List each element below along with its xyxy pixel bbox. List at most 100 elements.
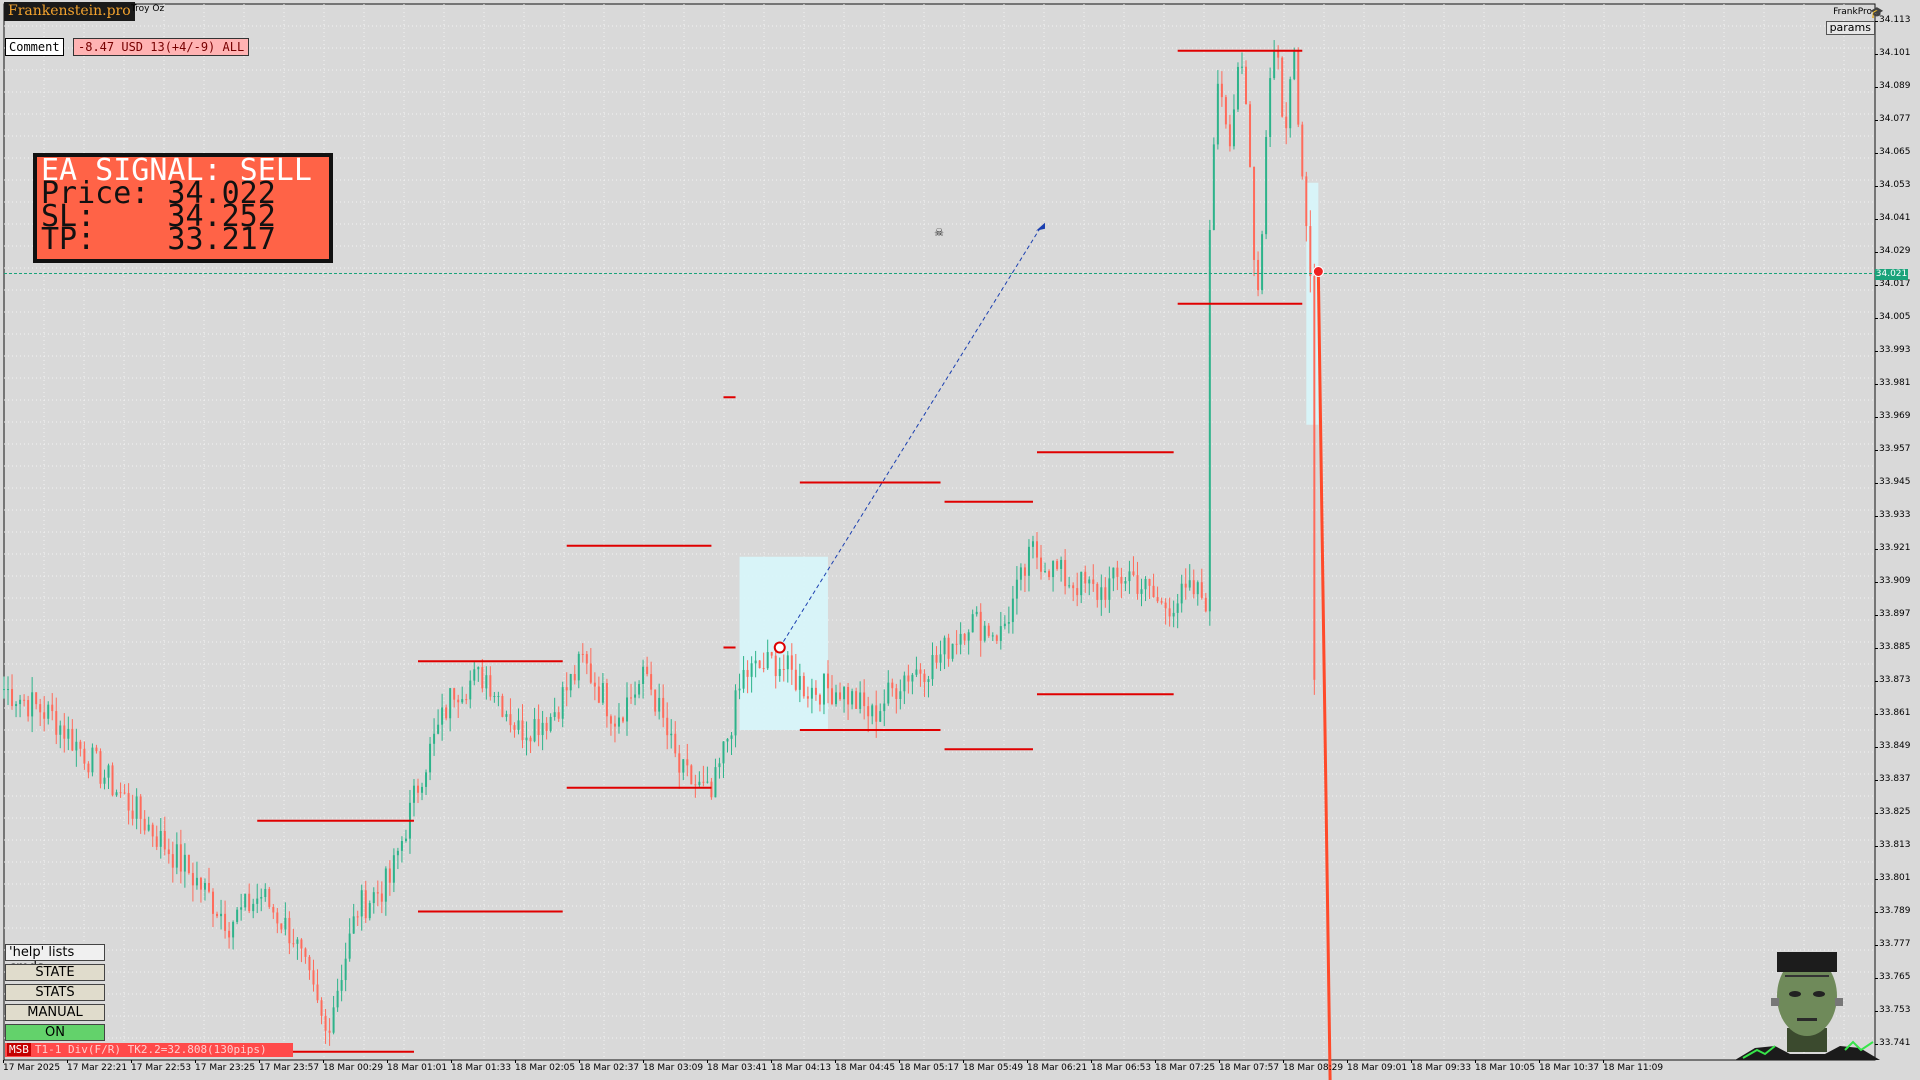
candle-body xyxy=(1232,109,1235,147)
price-tick-label: 34.053 xyxy=(1879,179,1911,190)
price-tick-label: 33.813 xyxy=(1879,839,1911,850)
candle-body xyxy=(573,673,576,681)
price-axis[interactable]: 34.113 34.101 34.089 34.077 34.065 34.053 34.0… xyxy=(1875,0,1920,1060)
candle-body xyxy=(441,707,444,725)
candle-body xyxy=(59,725,62,735)
graduation-cap-icon: 🎓 xyxy=(1870,6,1884,19)
candle-body xyxy=(1212,144,1215,230)
candle-body xyxy=(1216,83,1219,145)
candle-body xyxy=(240,907,243,910)
candle-body xyxy=(601,683,604,703)
candle-body xyxy=(565,687,568,691)
time-tick-label: 18 Mar 05:17 xyxy=(899,1063,960,1073)
time-tick-label: 17 Mar 2025 xyxy=(3,1063,61,1073)
time-tick-label: 17 Mar 23:57 xyxy=(259,1063,320,1073)
candle-body xyxy=(115,792,118,796)
candle-body xyxy=(244,893,247,908)
status-tag: MSB xyxy=(7,1043,31,1056)
candle-body xyxy=(746,669,749,677)
candle-body xyxy=(839,692,842,700)
candle-body xyxy=(199,877,202,890)
candle-body xyxy=(999,626,1002,641)
frankenstein-mascot-image xyxy=(1735,952,1880,1060)
candle-body xyxy=(83,748,86,764)
candle-body xyxy=(1035,541,1038,558)
price-tick xyxy=(1875,218,1878,220)
candle-body xyxy=(95,747,98,752)
candle-body xyxy=(195,877,198,886)
candle-body xyxy=(473,669,476,681)
candle-body xyxy=(1148,578,1151,586)
candle-body xyxy=(963,633,966,641)
state-button[interactable]: STATE xyxy=(5,964,105,981)
stats-button[interactable]: STATS xyxy=(5,984,105,1001)
candle-body xyxy=(1309,226,1312,277)
price-tick-label: 33.849 xyxy=(1879,740,1911,751)
candle-body xyxy=(1164,602,1167,609)
candle-body xyxy=(1136,575,1139,594)
candle-body xyxy=(87,763,90,773)
price-tick-label: 34.065 xyxy=(1879,146,1911,157)
time-tick xyxy=(387,1060,388,1063)
candle-body xyxy=(324,1015,327,1031)
trade-entry-marker xyxy=(773,641,786,654)
candle-body xyxy=(7,689,10,691)
candle-body xyxy=(923,673,926,682)
price-tick xyxy=(1875,812,1878,814)
price-tick xyxy=(1875,449,1878,451)
candle-body xyxy=(1132,571,1135,576)
candle-body xyxy=(1048,571,1051,578)
time-tick xyxy=(1411,1060,1412,1063)
time-tick xyxy=(771,1060,772,1063)
candle-body xyxy=(1200,582,1203,598)
candle-body xyxy=(798,676,801,690)
candle-body xyxy=(549,716,552,731)
price-tick-label: 34.101 xyxy=(1879,47,1911,58)
candle-body xyxy=(67,728,70,739)
candle-body xyxy=(449,688,452,719)
candle-body xyxy=(613,723,616,727)
candle-body xyxy=(155,836,158,847)
candle-body xyxy=(529,737,532,742)
candle-body xyxy=(497,696,500,698)
on-toggle-button[interactable]: ON xyxy=(5,1024,105,1041)
candle-body xyxy=(662,697,665,718)
candle-body xyxy=(778,669,781,677)
manual-button[interactable]: MANUAL xyxy=(5,1004,105,1021)
candle-body xyxy=(505,714,508,717)
candle-body xyxy=(678,753,681,773)
candle-body xyxy=(1236,66,1239,110)
candle-body xyxy=(642,666,645,684)
candle-body xyxy=(336,990,339,1008)
candle-body xyxy=(887,682,890,704)
candle-body xyxy=(879,711,882,722)
time-axis[interactable]: 17 Mar 2025 17 Mar 22:21 17 Mar 22:53 17 Ma… xyxy=(0,1060,1875,1080)
candle-body xyxy=(1168,608,1171,617)
time-tick-label: 18 Mar 05:49 xyxy=(963,1063,1024,1073)
candle-body xyxy=(191,873,194,886)
price-tick-label: 33.801 xyxy=(1879,872,1911,883)
candle-body xyxy=(774,655,777,677)
time-tick xyxy=(1027,1060,1028,1063)
candle-body xyxy=(1084,571,1087,584)
candle-body xyxy=(1265,136,1268,235)
price-tick-label: 33.945 xyxy=(1879,476,1911,487)
time-tick-label: 17 Mar 22:21 xyxy=(67,1063,128,1073)
price-tick-label: 33.981 xyxy=(1879,377,1911,388)
candle-body xyxy=(1140,589,1143,594)
candle-body xyxy=(159,830,162,847)
candle-body xyxy=(762,668,765,670)
params-button[interactable]: params xyxy=(1825,21,1875,35)
candle-body xyxy=(1076,588,1079,596)
candle-body xyxy=(147,824,150,831)
candle-body xyxy=(356,916,359,918)
help-command-field[interactable]: 'help' lists cmds xyxy=(5,944,105,975)
candle-body xyxy=(638,683,641,695)
time-tick xyxy=(707,1060,708,1063)
candle-body xyxy=(1245,66,1248,105)
time-tick xyxy=(1539,1060,1540,1063)
candle-body xyxy=(151,824,154,837)
price-tick xyxy=(1875,86,1878,88)
